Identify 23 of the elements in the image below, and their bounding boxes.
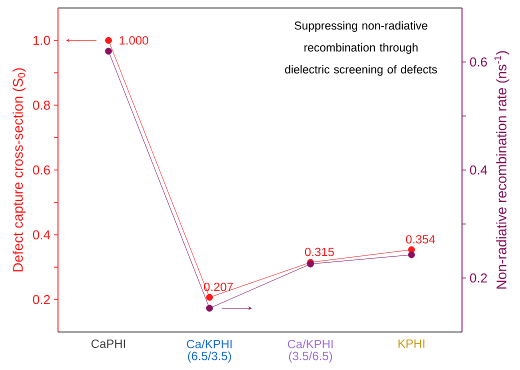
y-tick-label: 1.0 — [33, 36, 50, 45]
point — [105, 36, 112, 44]
y2-tick-label: 0.2 — [470, 273, 487, 283]
x-tick-label: KPHI — [398, 340, 424, 348]
y2-axis-title: Non-radiative recombination rate (ns$^{-1}$) — [494, 51, 510, 289]
y-tick-label: 0.6 — [32, 165, 50, 175]
point — [105, 48, 112, 55]
y-tick-label: 0.4 — [32, 230, 50, 240]
data-label: 1.000 — [120, 36, 148, 45]
point — [408, 251, 415, 258]
annotation: Suppressing non-radiative recombination through dielectric screening of defects — [285, 21, 437, 76]
y2-tick-label: 0.4 — [470, 165, 488, 175]
point — [206, 304, 213, 312]
y2-tick-label: 0.6 — [470, 57, 487, 67]
x-tick-label: Ca/KPHI (3.5/6.5) — [288, 340, 333, 363]
point — [206, 294, 213, 301]
y-axis-title: Defect capture cross-section (S$_{0}$) — [12, 68, 26, 272]
data-label: 0.315 — [304, 248, 334, 256]
y-tick-label: 0.8 — [32, 100, 50, 110]
x-tick-label: Ca/KPHI (6.5/3.5) — [186, 340, 232, 363]
data-label: 0.354 — [406, 235, 436, 244]
y-tick-label: 0.2 — [32, 295, 50, 304]
x-tick-label: CaPHI — [92, 340, 125, 348]
